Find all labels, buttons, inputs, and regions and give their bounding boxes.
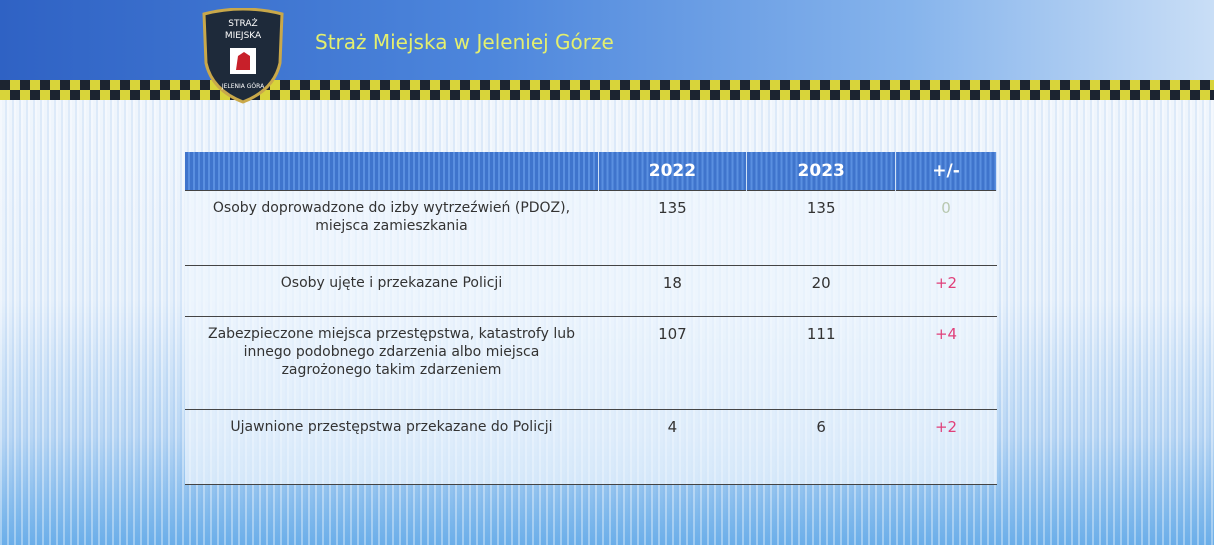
cell: 135 bbox=[746, 190, 896, 266]
table-row: Zabezpieczone miejsca przestępstwa, kata… bbox=[185, 316, 997, 410]
logo-text: STRAŻ bbox=[228, 18, 257, 29]
table: 2022 2023 +/- Osoby doprowadzone do izby wy… bbox=[185, 152, 997, 485]
cell: 20 bbox=[746, 265, 896, 317]
column-header: +/- bbox=[895, 152, 997, 191]
logo-text: MIEJSKA bbox=[225, 31, 262, 41]
row-label: Zabezpieczone miejsca przestępstwa, kata… bbox=[185, 316, 598, 410]
header-row: 2022 2023 +/- bbox=[185, 152, 997, 191]
cell: 135 bbox=[598, 190, 747, 266]
cell: 6 bbox=[746, 409, 896, 485]
checker-stripe bbox=[0, 80, 1214, 100]
cell: 4 bbox=[598, 409, 747, 485]
cell: 107 bbox=[598, 316, 747, 410]
cell: +2 bbox=[895, 409, 997, 485]
header-title: Straż Miejska w Jeleniej Górze bbox=[315, 30, 614, 54]
header-cell bbox=[185, 152, 599, 191]
row-label: Ujawnione przestępstwa przekazane do Pol… bbox=[185, 409, 598, 485]
table-row: Osoby ujęte i przekazane Policji 18 20 +2 bbox=[185, 265, 997, 317]
row-label: Osoby doprowadzone do izby wytrzeźwień (… bbox=[185, 190, 598, 266]
row-label: Osoby ujęte i przekazane Policji bbox=[185, 265, 598, 317]
cell: 0 bbox=[895, 190, 997, 266]
logo-deer bbox=[236, 52, 250, 70]
cell: +4 bbox=[895, 316, 997, 410]
table-row: Osoby doprowadzone do izby wytrzeźwień (… bbox=[185, 190, 997, 266]
logo: STRAŻ MIEJSKA JELENIA GÓRA bbox=[202, 8, 284, 104]
column-header: 2023 bbox=[746, 152, 897, 191]
table-row: Ujawnione przestępstwa przekazane do Pol… bbox=[185, 409, 997, 485]
logo-text: JELENIA GÓRA bbox=[221, 83, 265, 90]
column-header: 2022 bbox=[598, 152, 748, 191]
cell: +2 bbox=[895, 265, 997, 317]
cell: 111 bbox=[746, 316, 896, 410]
cell: 18 bbox=[598, 265, 747, 317]
table-body: Osoby doprowadzone do izby wytrzeźwień (… bbox=[185, 190, 997, 485]
